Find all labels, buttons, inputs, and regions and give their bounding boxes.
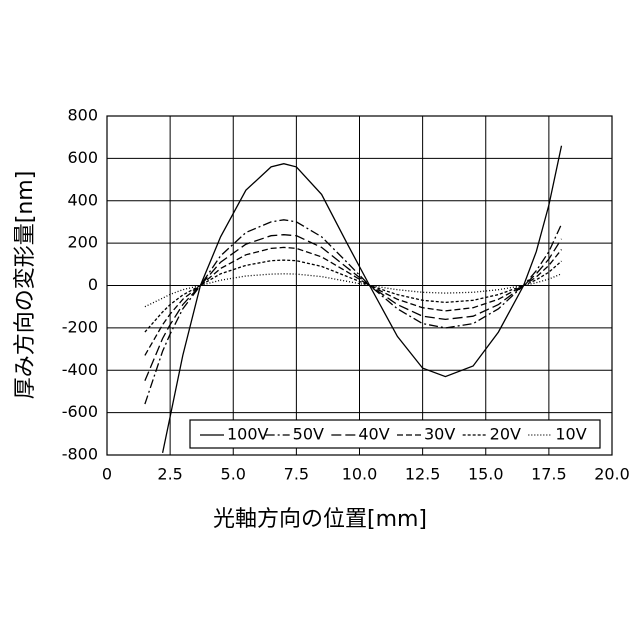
y-tick-label: -400	[62, 360, 98, 379]
y-axis-title: 厚み方向の変形量[nm]	[13, 171, 38, 400]
x-tick-label: 5.0	[221, 465, 246, 484]
x-tick-label: 10.0	[342, 465, 378, 484]
y-tick-label: 400	[67, 190, 98, 209]
x-axis-title: 光軸方向の位置[mm]	[213, 507, 427, 532]
x-tick-label: 12.5	[405, 465, 441, 484]
x-tick-label: 15.0	[468, 465, 504, 484]
y-tick-label: 600	[67, 148, 98, 167]
y-tick-label: -600	[62, 402, 98, 421]
legend-label: 40V	[358, 425, 389, 444]
legend-label: 100V	[227, 425, 269, 444]
x-tick-label: 20.0	[594, 465, 630, 484]
legend-label: 30V	[424, 425, 455, 444]
y-tick-label: -200	[62, 317, 98, 336]
legend-label: 20V	[490, 425, 521, 444]
y-tick-label: 200	[67, 233, 98, 252]
chart: 光軸方向の位置[mm] 厚み方向の変形量[nm] -800 -600 -400 -20…	[0, 0, 640, 640]
y-tick-label: 800	[67, 106, 98, 125]
legend-label: 50V	[293, 425, 324, 444]
x-tick-label: 2.5	[157, 465, 182, 484]
x-tick-label: 7.5	[284, 465, 309, 484]
x-tick-label: 0	[102, 465, 112, 484]
legend-label: 10V	[555, 425, 586, 444]
y-tick-label: 0	[88, 275, 98, 294]
x-tick-label: 17.5	[531, 465, 567, 484]
y-tick-label: -800	[62, 445, 98, 464]
